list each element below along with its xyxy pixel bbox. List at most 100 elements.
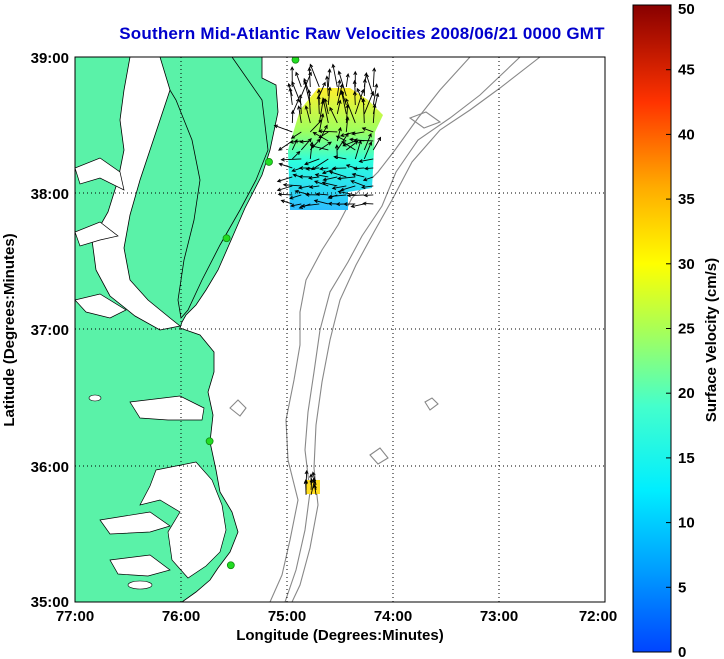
velocity-arrow	[361, 97, 366, 123]
velocity-arrow	[305, 192, 320, 197]
velocity-arrow	[316, 94, 321, 114]
velocity-arrow	[337, 190, 356, 196]
velocity-arrow	[308, 184, 320, 189]
velocity-arrow	[321, 97, 329, 124]
velocity-arrow	[290, 203, 302, 208]
velocity-arrow	[313, 180, 329, 187]
velocity-arrow	[300, 137, 312, 151]
velocity-arrow	[339, 185, 356, 192]
velocity-arrow	[290, 131, 302, 139]
delmarva-peninsula	[149, 57, 269, 319]
velocity-arrow	[322, 176, 338, 182]
radar-sites	[205, 57, 300, 570]
velocity-arrow	[327, 68, 332, 88]
colorbar-tick-label: 5	[678, 579, 686, 596]
velocity-arrow	[345, 164, 356, 169]
map-title: Southern Mid-Atlantic Raw Velocities 200…	[119, 24, 605, 43]
velocity-arrow	[291, 138, 298, 151]
velocity-arrow	[334, 144, 339, 159]
x-tick-label: 72:00	[579, 608, 617, 625]
velocity-arrow	[331, 185, 347, 190]
velocity-arrow	[327, 86, 332, 106]
velocity-arrow	[288, 194, 302, 200]
velocity-arrow	[331, 166, 347, 171]
velocity-arrow	[318, 81, 326, 97]
velocity-arrow	[312, 483, 317, 495]
colorbar-label: Surface Velocity (cm/s)	[703, 258, 720, 422]
velocity-arrow	[278, 162, 293, 169]
velocity-arrow	[276, 176, 293, 183]
velocity-arrow	[297, 185, 311, 190]
velocity-arrow	[309, 138, 321, 151]
velocity-arrow	[327, 201, 338, 206]
y-tick-label: 38:00	[31, 186, 69, 203]
velocity-arrow	[297, 105, 302, 124]
velocity-arrow	[352, 90, 357, 105]
radar-site-marker	[226, 561, 235, 570]
velocity-arrow	[282, 182, 302, 187]
x-tick-label: 76:00	[162, 608, 200, 625]
radar-site-marker	[222, 234, 231, 243]
velocity-arrow	[363, 141, 373, 160]
colorbar-tick-label: 20	[678, 385, 695, 402]
velocity-arrow	[335, 135, 347, 142]
velocity-arrow	[372, 83, 379, 106]
velocity-arrow	[331, 63, 338, 88]
velocity-arrow	[336, 79, 342, 97]
velocity-arrow	[321, 167, 338, 175]
velocity-arrow	[354, 88, 365, 115]
velocity-arrow	[309, 63, 320, 88]
velocity-arrow	[309, 141, 314, 160]
velocity-arrow	[291, 80, 302, 106]
velocity-arrow	[323, 98, 329, 115]
velocity-arrow	[288, 87, 293, 106]
grid-lines	[75, 57, 605, 602]
velocity-arrow	[318, 113, 325, 133]
velocity-arrow	[321, 181, 338, 187]
x-tick-label: 77:00	[56, 608, 94, 625]
velocity-arrow	[318, 124, 328, 142]
velocity-arrow	[372, 136, 382, 151]
velocity-arrow	[362, 201, 374, 206]
velocity-arrow	[304, 158, 320, 166]
velocity-arrow	[346, 193, 365, 198]
velocity-arrow	[364, 166, 374, 171]
velocity-arrow	[336, 176, 356, 181]
colorbar-tick-label: 30	[678, 256, 695, 273]
colorbar-tick-label: 0	[678, 644, 686, 659]
velocity-arrow	[345, 97, 356, 124]
velocity-arrow	[372, 103, 377, 124]
x-tick-label: 74:00	[374, 608, 412, 625]
velocity-arrow	[290, 109, 295, 123]
velocity-arrow	[345, 116, 350, 133]
velocity-arrow	[363, 132, 372, 151]
velocity-arrow	[350, 180, 365, 187]
velocity-arrow	[307, 89, 312, 114]
velocity-arrow	[300, 203, 320, 208]
velocity-arrow	[295, 71, 302, 88]
colorbar-tick-label: 10	[678, 515, 695, 532]
velocity-arrow	[341, 141, 356, 151]
velocity-arrow	[333, 155, 347, 160]
y-axis: 39:00 38:00 37:00 36:00 35:00 Latitude (…	[1, 50, 69, 611]
colorbar-tick-label: 15	[678, 450, 695, 467]
velocity-arrow	[337, 70, 347, 97]
velocity-arrow	[318, 129, 338, 134]
velocity-arrow	[305, 166, 320, 171]
velocity-arrow	[312, 132, 329, 142]
y-axis-label: Latitude (Degrees:Minutes)	[1, 233, 18, 426]
velocity-arrow	[342, 140, 356, 147]
velocity-arrow	[329, 106, 338, 124]
velocity-arrow	[345, 103, 350, 124]
velocity-arrow	[363, 90, 375, 115]
velocity-arrow	[340, 90, 347, 115]
velocity-arrow	[336, 126, 342, 142]
x-tick-label: 75:00	[268, 608, 306, 625]
velocity-arrow	[362, 176, 374, 182]
velocity-arrow	[353, 166, 365, 171]
velocity-arrow	[336, 83, 344, 106]
velocity-arrow	[310, 479, 316, 495]
velocity-arrow	[280, 157, 302, 162]
